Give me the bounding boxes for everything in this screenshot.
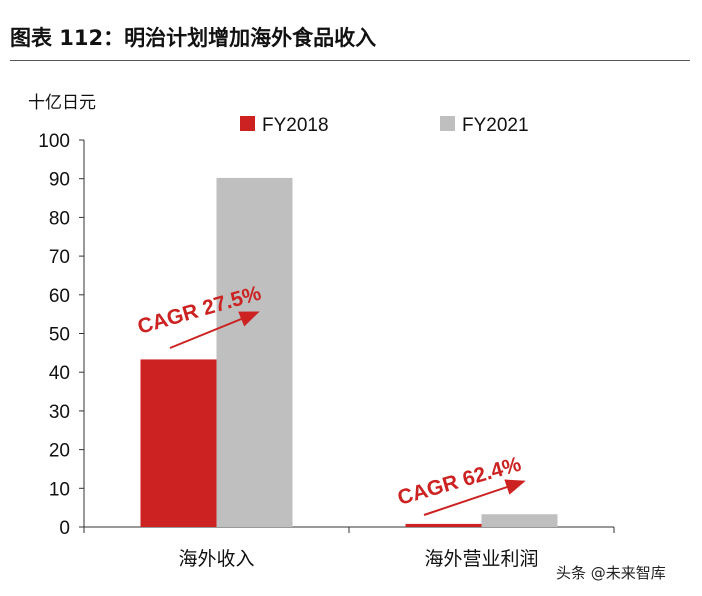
x-category-label: 海外营业利润	[424, 548, 538, 570]
cagr-arrow-1	[423, 479, 526, 516]
y-tick-label: 100	[38, 131, 70, 152]
legend-label-fy2021: FY2021	[462, 115, 529, 136]
x-category-label: 海外收入	[178, 548, 254, 570]
y-tick-label: 50	[49, 325, 70, 346]
y-tick-label: 10	[49, 479, 70, 500]
y-tick-label: 80	[49, 208, 70, 229]
cagr-annotation-1: CAGR 62.4%	[395, 453, 524, 510]
title-divider	[10, 60, 690, 61]
legend-swatch-fy2021	[440, 116, 455, 131]
y-tick-label: 0	[59, 518, 70, 539]
bar-fy2018-0	[140, 359, 217, 527]
watermark: 头条 @未来智库	[556, 564, 666, 582]
legend-label-fy2018: FY2018	[262, 115, 329, 136]
legend-swatch-fy2018	[240, 116, 255, 131]
y-tick-label: 30	[49, 402, 70, 423]
y-tick-label: 90	[49, 170, 70, 191]
y-tick-label: 20	[49, 441, 70, 462]
y-tick-label: 60	[49, 286, 70, 307]
y-axis-unit-label: 十亿日元	[28, 93, 96, 113]
figure-title: 图表 112：明治计划增加海外食品收入	[10, 26, 377, 50]
y-tick-label: 40	[49, 363, 70, 384]
bar-fy2021-0	[216, 177, 293, 527]
bar-fy2021-1	[481, 514, 558, 527]
bar-fy2018-1	[405, 523, 482, 527]
cagr-arrow-0	[169, 311, 260, 349]
y-tick-label: 70	[49, 247, 70, 268]
